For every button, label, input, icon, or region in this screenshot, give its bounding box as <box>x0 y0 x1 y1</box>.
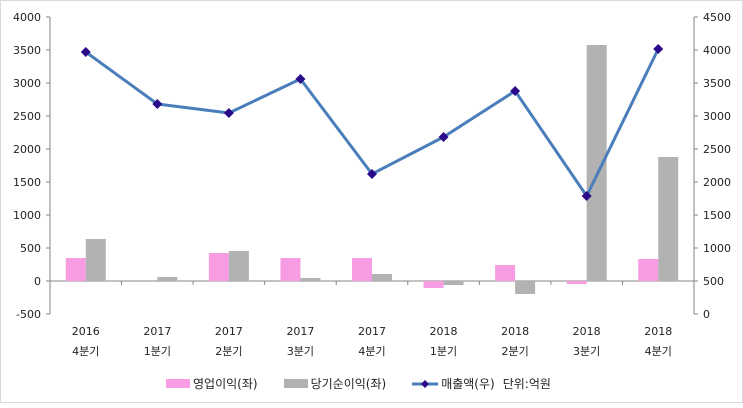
bar-operating-profit <box>352 258 372 281</box>
revenue-point <box>653 44 664 55</box>
bar-net-income <box>372 274 392 281</box>
x-tick-label-quarter: 4분기 <box>72 345 99 358</box>
bar-net-income <box>443 281 464 286</box>
left-tick-label: 500 <box>20 242 41 255</box>
legend-item-net-income: 당기순이익(좌) <box>283 375 387 392</box>
legend-label: 매출액(우) <box>441 377 495 391</box>
right-tick-label: 500 <box>703 275 724 288</box>
revenue-point <box>80 46 91 57</box>
right-tick-label: 2500 <box>703 143 731 156</box>
right-tick-label: 1500 <box>703 209 731 222</box>
revenue-point <box>295 73 306 84</box>
bar-operating-profit <box>208 253 229 281</box>
x-tick-label-quarter: 3분기 <box>573 345 600 358</box>
unit-note: 단위:억원 <box>502 377 551 391</box>
revenue-point <box>367 169 377 180</box>
right-tick-label: 3000 <box>703 110 731 123</box>
left-tick-label: 1000 <box>13 209 41 222</box>
x-tick-label-quarter: 4분기 <box>358 345 385 358</box>
x-tick-label-quarter: 3분기 <box>287 345 314 358</box>
bar-net-income <box>586 44 607 281</box>
left-tick-label: 3500 <box>13 44 41 57</box>
bar-net-income <box>228 250 249 281</box>
right-tick-label: 0 <box>703 308 710 321</box>
x-tick-label-year: 2016 <box>72 325 100 338</box>
x-tick-label-year: 2017 <box>143 325 171 338</box>
revenue-point <box>581 190 592 201</box>
left-tick-label: -500 <box>16 308 41 321</box>
left-tick-label: 2500 <box>13 110 41 123</box>
left-tick-label: 3000 <box>13 77 41 90</box>
left-tick-label: 0 <box>34 275 41 288</box>
right-tick-label: 1000 <box>703 242 731 255</box>
bar-net-income <box>300 278 321 281</box>
x-tick-label-quarter: 4분기 <box>645 345 672 358</box>
legend-item-revenue: 매출액(우) <box>412 375 495 392</box>
bar-operating-profit <box>638 259 659 281</box>
x-tick-label-quarter: 1분기 <box>430 345 457 358</box>
right-tick-label: 3500 <box>703 77 731 90</box>
bar-operating-profit <box>423 281 444 288</box>
legend: 영업이익(좌) 당기순이익(좌) 매출액(우) 단위:억원 <box>166 375 551 392</box>
bar-operating-profit <box>566 281 587 284</box>
legend-label: 영업이익(좌) <box>193 377 258 391</box>
legend-line-marker-icon <box>412 379 439 388</box>
left-tick-label: 4000 <box>13 11 41 24</box>
x-tick-label-year: 2017 <box>215 325 243 338</box>
x-tick-label-year: 2018 <box>430 325 458 338</box>
bar-operating-profit <box>280 258 301 281</box>
legend-swatch-gray <box>283 379 308 388</box>
right-tick-label: 4500 <box>703 11 731 24</box>
revenue-point <box>438 131 449 142</box>
legend-label: 당기순이익(좌) <box>310 377 387 391</box>
bar-net-income <box>658 156 679 281</box>
right-tick-label: 4000 <box>703 44 731 57</box>
x-tick-label-quarter: 2분기 <box>501 345 528 358</box>
x-tick-label-year: 2018 <box>501 325 529 338</box>
x-tick-label-year: 2017 <box>286 325 314 338</box>
bar-operating-profit <box>495 265 516 281</box>
x-tick-label-year: 2018 <box>644 325 672 338</box>
revenue-point <box>152 98 163 109</box>
legend-item-operating-profit: 영업이익(좌) <box>166 375 258 392</box>
right-tick-label: 2000 <box>703 176 731 189</box>
x-tick-label-quarter: 2분기 <box>215 345 242 358</box>
left-tick-label: 1500 <box>13 176 41 189</box>
legend-swatch-pink <box>166 379 190 388</box>
x-tick-label-year: 2017 <box>358 325 386 338</box>
bar-operating-profit <box>65 258 86 281</box>
bar-net-income <box>85 239 106 281</box>
bar-net-income <box>157 276 178 281</box>
bar-net-income <box>515 281 536 295</box>
left-tick-label: 2000 <box>13 143 41 156</box>
x-tick-label-year: 2018 <box>573 325 601 338</box>
revenue-point <box>223 108 234 119</box>
x-tick-label-quarter: 1분기 <box>144 345 171 358</box>
